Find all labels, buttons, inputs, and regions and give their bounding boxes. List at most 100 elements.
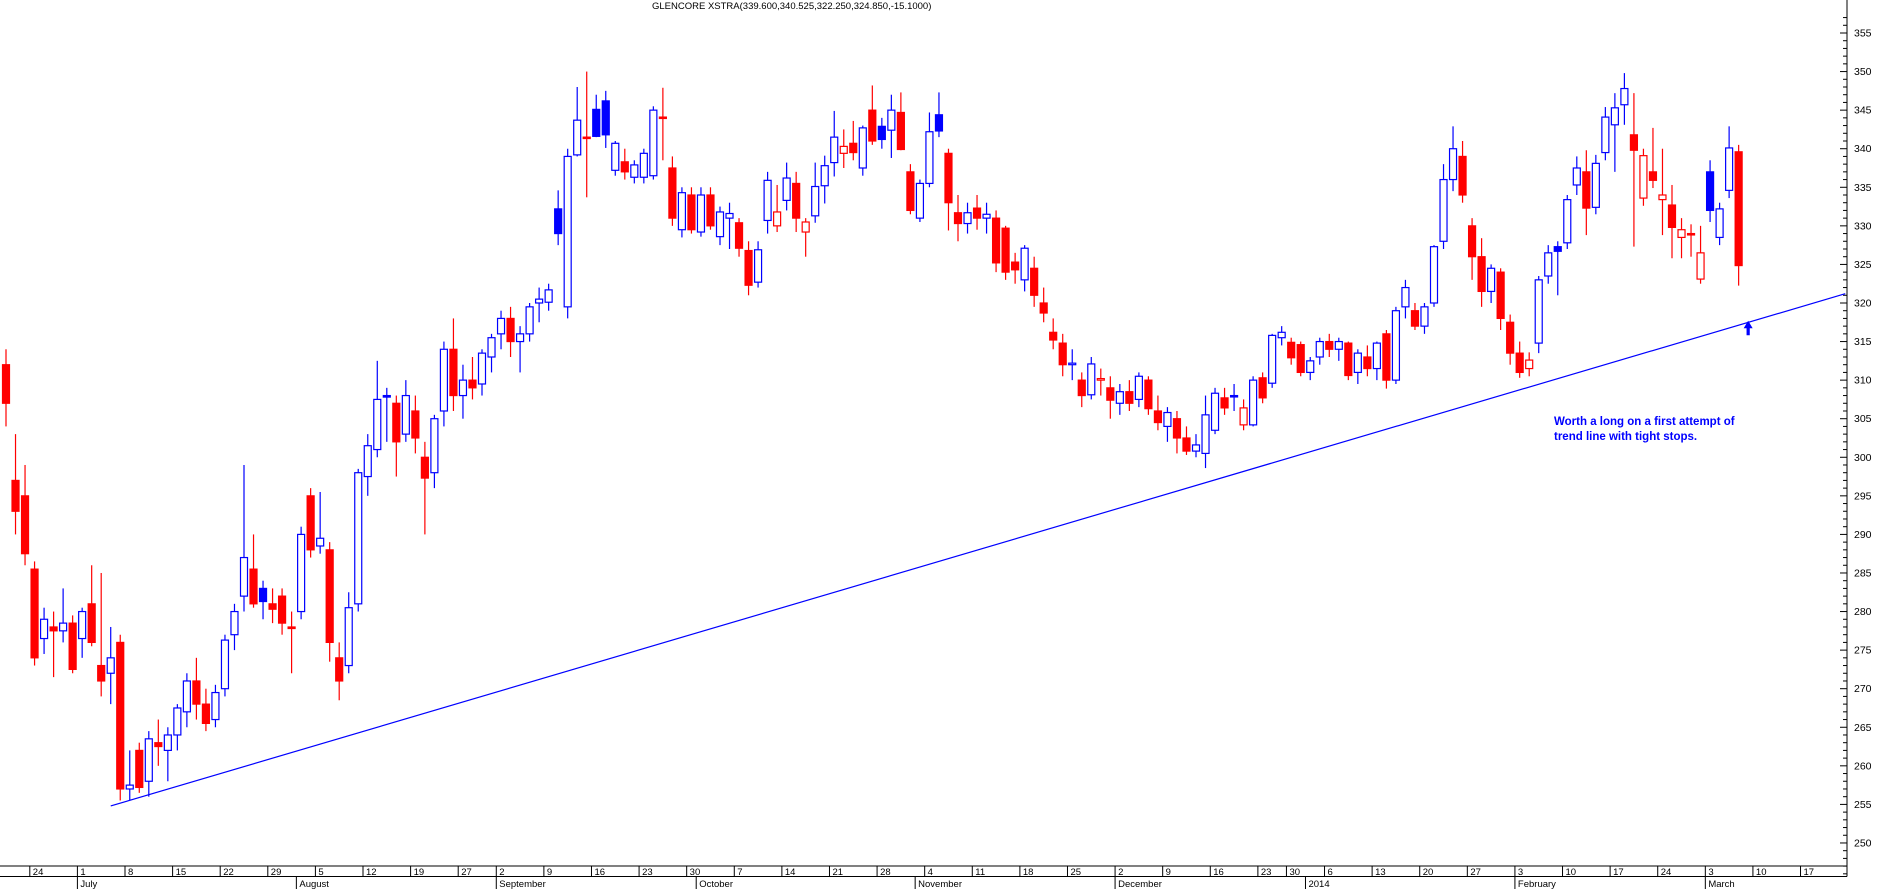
- candlestick: [411, 395, 420, 454]
- candlestick: [1677, 218, 1686, 259]
- candlestick: [277, 588, 287, 635]
- svg-text:335: 335: [1854, 182, 1872, 194]
- candlestick: [1, 349, 11, 427]
- svg-text:27: 27: [1470, 867, 1481, 878]
- svg-text:23: 23: [642, 867, 653, 878]
- svg-text:265: 265: [1854, 722, 1872, 734]
- svg-text:280: 280: [1854, 606, 1872, 618]
- svg-text:2: 2: [1118, 867, 1123, 878]
- svg-text:September: September: [499, 879, 545, 889]
- svg-text:December: December: [1118, 879, 1162, 889]
- candlestick: [1420, 302, 1429, 334]
- svg-text:325: 325: [1854, 259, 1872, 271]
- candlestick: [125, 750, 134, 801]
- candlestick: [1610, 93, 1619, 172]
- candlestick: [1477, 238, 1486, 307]
- candlestick: [449, 318, 458, 411]
- svg-text:310: 310: [1854, 375, 1872, 387]
- candlestick: [354, 468, 363, 612]
- candlestick: [325, 542, 334, 662]
- candlestick: [1686, 224, 1696, 257]
- candlestick: [1049, 318, 1058, 350]
- candlestick: [249, 534, 258, 608]
- candlestick: [725, 202, 734, 249]
- candlestick: [858, 125, 867, 176]
- candlestick: [601, 90, 610, 148]
- candlestick: [1667, 184, 1677, 259]
- svg-text:290: 290: [1854, 529, 1872, 541]
- svg-text:300: 300: [1854, 452, 1872, 464]
- candlestick: [972, 194, 982, 230]
- candlestick: [535, 287, 544, 323]
- candlestick: [68, 615, 77, 674]
- svg-text:12: 12: [366, 867, 377, 878]
- candlestick: [1696, 225, 1705, 284]
- candlestick: [868, 85, 877, 145]
- candlestick: [1182, 426, 1191, 455]
- candlestick: [1239, 399, 1248, 431]
- svg-text:6: 6: [1328, 867, 1333, 878]
- candlestick: [1410, 302, 1420, 330]
- candlestick: [1249, 376, 1258, 427]
- candlestick: [811, 162, 820, 223]
- candlestick: [1058, 333, 1067, 377]
- candlestick: [316, 491, 325, 554]
- candlestick: [1268, 333, 1277, 388]
- candlestick: [982, 202, 991, 234]
- svg-text:24: 24: [33, 867, 44, 878]
- candlestick: [87, 565, 96, 647]
- candlestick: [506, 306, 515, 357]
- candlestick: [1601, 107, 1610, 161]
- svg-text:320: 320: [1854, 297, 1872, 309]
- candlestick: [373, 360, 382, 458]
- candlestick: [515, 326, 525, 373]
- candlestick: [306, 488, 315, 558]
- candlestick: [1572, 156, 1581, 195]
- candlestick: [1705, 160, 1715, 222]
- candlestick: [611, 140, 620, 176]
- candlestick: [1106, 376, 1115, 419]
- svg-text:3: 3: [1518, 867, 1523, 878]
- candlestick: [1401, 279, 1410, 319]
- svg-text:5: 5: [318, 867, 323, 878]
- svg-text:10: 10: [1756, 867, 1767, 878]
- svg-text:30: 30: [1289, 867, 1300, 878]
- candlestick: [1115, 383, 1124, 415]
- candlestick: [915, 179, 925, 222]
- candlestick: [1296, 341, 1305, 377]
- candlestick: [801, 218, 810, 257]
- candlestick: [335, 642, 344, 701]
- candlestick: [925, 112, 934, 188]
- svg-text:November: November: [918, 879, 962, 889]
- candlestick: [1448, 126, 1458, 192]
- candlestick: [753, 241, 763, 288]
- candlestick: [1382, 329, 1391, 389]
- candlestick: [487, 333, 496, 373]
- candlestick: [1734, 144, 1743, 286]
- candlestick: [39, 607, 49, 654]
- svg-text:19: 19: [414, 867, 425, 878]
- svg-text:17: 17: [1613, 867, 1624, 878]
- svg-text:3: 3: [1708, 867, 1713, 878]
- candlestick: [1553, 241, 1562, 296]
- candlestick: [582, 71, 591, 198]
- candlestick: [439, 341, 449, 427]
- candlestick: [1287, 337, 1296, 365]
- svg-text:25: 25: [1070, 867, 1081, 878]
- candlestick: [1306, 356, 1315, 381]
- svg-text:315: 315: [1854, 336, 1872, 348]
- candles: [1, 71, 1743, 801]
- svg-text:285: 285: [1854, 567, 1872, 579]
- trend-line[interactable]: [110, 293, 1846, 807]
- candlestick: [1134, 372, 1143, 408]
- candlestick: [173, 704, 182, 751]
- candlestick: [906, 164, 915, 215]
- candlestick: [1068, 349, 1077, 381]
- candlestick: [1315, 337, 1324, 365]
- candlestick: [1515, 341, 1524, 378]
- svg-text:October: October: [699, 879, 733, 889]
- candlestick: [420, 441, 429, 535]
- candlestick: [715, 206, 725, 246]
- candlestick: [677, 187, 687, 238]
